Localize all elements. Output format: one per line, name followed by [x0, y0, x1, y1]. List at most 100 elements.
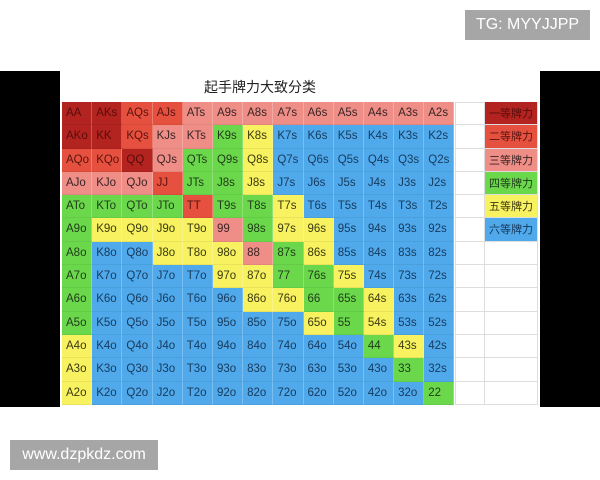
hand-chart-panel: 起手牌力大致分类 AA AKs AQs AJs ATs A9s A8s A7s A6s A5s A4…: [60, 71, 540, 407]
hand-cell: 98o: [212, 241, 244, 266]
hand-cell: QTo: [122, 195, 153, 219]
legend-item-tier-3: 三等牌力: [485, 148, 538, 172]
watermark-site: www.dzpkdz.com: [10, 440, 158, 470]
hand-cell: K5o: [92, 311, 123, 335]
hand-cell: K7o: [92, 265, 123, 289]
hand-cell: A8o: [62, 241, 93, 266]
hand-cell: T2s: [424, 195, 455, 219]
hand-cell: J4o: [152, 334, 183, 359]
hand-cell: KTo: [92, 195, 123, 219]
hand-cell: A3s: [394, 102, 425, 126]
empty-cell: [455, 241, 485, 266]
empty-cell: [455, 125, 485, 149]
hand-cell: 98s: [243, 218, 274, 242]
empty-cell: [455, 311, 485, 335]
hand-cell: 63s: [394, 288, 425, 312]
hand-grid: AA AKs AQs AJs ATs A9s A8s A7s A6s A5s A4s A3s A2s AK…: [62, 102, 455, 405]
hand-cell: 32s: [424, 358, 455, 382]
hand-cell: A5o: [62, 311, 93, 335]
legend-item-tier-2: 二等牌力: [485, 125, 538, 149]
hand-cell: 73o: [273, 358, 304, 382]
hand-cell: 43s: [394, 334, 425, 359]
hand-cell: 66: [303, 288, 334, 312]
empty-cell: [455, 218, 485, 242]
empty-cell: [455, 102, 485, 126]
empty-cell: [455, 288, 485, 312]
hand-cell: QJo: [122, 171, 153, 196]
hand-cell: J7o: [152, 265, 183, 289]
hand-cell: 93o: [212, 358, 244, 382]
hand-cell: 75s: [333, 265, 364, 289]
hand-cell: T8s: [243, 195, 274, 219]
hand-cell: 87s: [273, 241, 304, 266]
hand-cell: 32o: [394, 381, 425, 405]
hand-cell: T4s: [363, 195, 395, 219]
hand-cell: 95s: [333, 218, 364, 242]
hand-cell: 52o: [333, 381, 364, 405]
hand-cell: AQs: [122, 102, 153, 126]
hand-cell: K9s: [212, 125, 244, 149]
hand-cell: T8o: [182, 241, 213, 266]
hand-cell: 85o: [243, 311, 274, 335]
hand-cell: 82o: [243, 381, 274, 405]
hand-cell: 22: [424, 381, 455, 405]
hand-cell: K9o: [92, 218, 123, 242]
hand-cell: 64s: [363, 288, 395, 312]
hand-cell: 43o: [363, 358, 395, 382]
hand-cell: AJo: [62, 171, 93, 196]
hand-cell: 53s: [394, 311, 425, 335]
hand-cell: A4s: [363, 102, 395, 126]
legend-empty-cell: [485, 265, 538, 289]
empty-cell: [455, 334, 485, 359]
hand-cell: Q6o: [122, 288, 153, 312]
hand-cell: JTs: [182, 171, 213, 196]
hand-cell: 42s: [424, 334, 455, 359]
hand-cell: AKs: [92, 102, 123, 126]
chart-title: 起手牌力大致分类: [204, 80, 316, 96]
hand-cell: QQ: [122, 148, 153, 172]
hand-cell: K2o: [92, 381, 123, 405]
hand-cell: Q2s: [424, 148, 455, 172]
hand-cell: J5o: [152, 311, 183, 335]
hand-cell: J6o: [152, 288, 183, 312]
legend-empty-cell: [485, 241, 538, 266]
hand-cell: 99: [212, 218, 244, 242]
hand-cell: A6o: [62, 288, 93, 312]
hand-cell: T5o: [182, 311, 213, 335]
hand-cell: K6o: [92, 288, 123, 312]
hand-cell: K4s: [363, 125, 395, 149]
hand-cell: T6s: [303, 195, 334, 219]
hand-cell: 88: [243, 241, 274, 266]
hand-cell: 87o: [243, 265, 274, 289]
legend-empty-cell: [485, 381, 538, 405]
hand-cell: Q8s: [243, 148, 274, 172]
hand-cell: T7s: [273, 195, 304, 219]
hand-cell: 44: [363, 334, 395, 359]
hand-cell: 84o: [243, 334, 274, 359]
hand-cell: JJ: [152, 171, 183, 196]
hand-cell: T6o: [182, 288, 213, 312]
hand-cell: J3s: [394, 171, 425, 196]
hand-cell: T3s: [394, 195, 425, 219]
hand-cell: K3s: [394, 125, 425, 149]
hand-cell: J4s: [363, 171, 395, 196]
hand-cell: K8s: [243, 125, 274, 149]
hand-cell: AJs: [152, 102, 183, 126]
hand-cell: ATs: [182, 102, 213, 126]
hand-cell: 94s: [363, 218, 395, 242]
hand-cell: K7s: [273, 125, 304, 149]
hand-cell: J8o: [152, 241, 183, 266]
empty-cell: [455, 265, 485, 289]
empty-cell: [455, 148, 485, 172]
hand-cell: AKo: [62, 125, 93, 149]
legend-empty-cell: [485, 358, 538, 382]
hand-cell: Q5s: [333, 148, 364, 172]
hand-cell: A8s: [243, 102, 274, 126]
hand-cell: QTs: [182, 148, 213, 172]
hand-cell: T2o: [182, 381, 213, 405]
hand-cell: 64o: [303, 334, 334, 359]
hand-cell: 53o: [333, 358, 364, 382]
hand-cell: Q4o: [122, 334, 153, 359]
legend-empty-cell: [485, 311, 538, 335]
hand-cell: A2s: [424, 102, 455, 126]
